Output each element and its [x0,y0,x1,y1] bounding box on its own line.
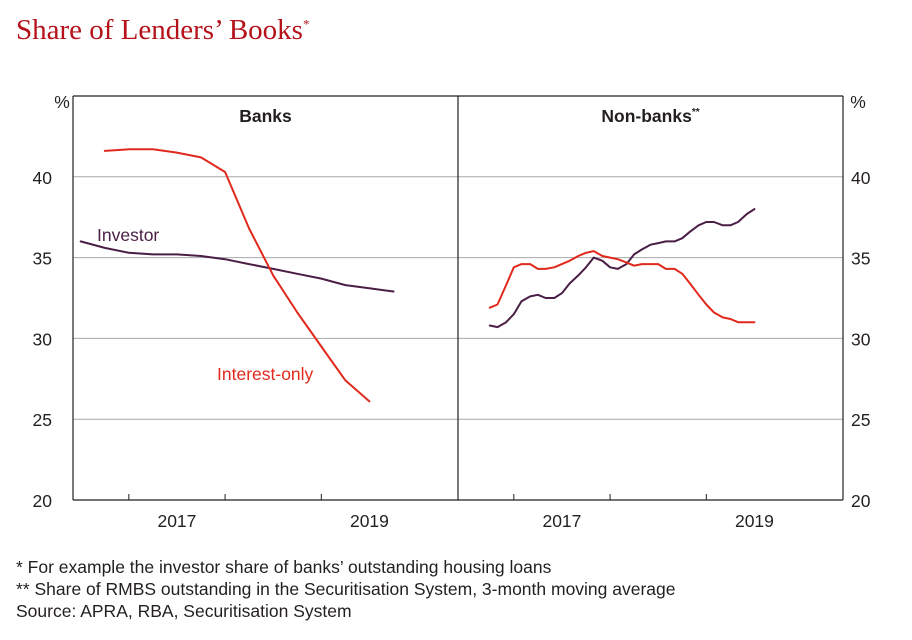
non-banks-y-unit: % [850,92,866,112]
banks-y-tick-label: 35 [33,249,52,269]
footnote-investor-share: * For example the investor share of bank… [16,557,552,577]
series-label-interest-only: Interest-only [217,364,314,384]
non-banks-y-tick-label: 20 [851,491,871,511]
non-banks-y-tick-label: 25 [851,410,870,430]
footnotes: * For example the investor share of bank… [16,556,676,622]
chart-title: Share of Lenders’ Books* [16,14,309,47]
non-banks-y-tick-label: 35 [851,249,870,269]
non-banks-panel-title: Non-banks** [601,106,699,126]
banks-y-unit: % [54,92,70,112]
banks-y-tick-label: 25 [33,410,52,430]
banks-y-tick-label: 40 [33,168,53,188]
banks-interest-only-line [103,148,371,403]
non-banks-interest-only-line [488,250,756,324]
non-banks-x-tick-label: 2017 [542,511,581,531]
banks-y-tick-label: 20 [33,491,53,511]
banks-x-tick-label: 2019 [350,511,389,531]
non-banks-investor-line [488,208,756,329]
non-banks-x-tick-label: 2019 [735,511,774,531]
source-note: Source: APRA, RBA, Securitisation System [16,601,352,621]
banks-y-tick-label: 30 [33,329,53,349]
non-banks-y-tick-label: 30 [851,329,871,349]
chart-title-text: Share of Lenders’ Books [16,14,303,46]
banks-investor-line [79,240,395,293]
banks-x-tick-label: 2017 [157,511,196,531]
series-label-investor: Investor [97,225,159,245]
banks-panel-title: Banks [239,106,292,126]
non-banks-y-tick-label: 40 [851,168,871,188]
chart-title-marker: * [302,16,310,32]
footnote-rmbs-share: ** Share of RMBS outstanding in the Secu… [16,579,676,599]
